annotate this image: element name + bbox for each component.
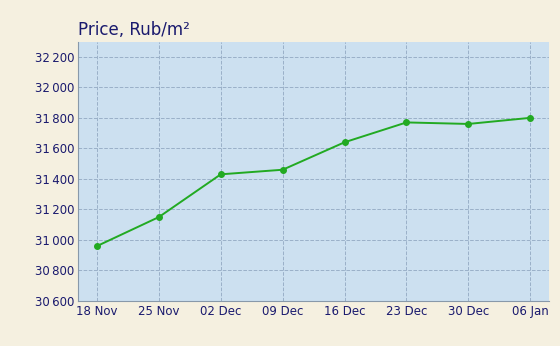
Text: Price, Rub/m²: Price, Rub/m² <box>78 20 190 38</box>
